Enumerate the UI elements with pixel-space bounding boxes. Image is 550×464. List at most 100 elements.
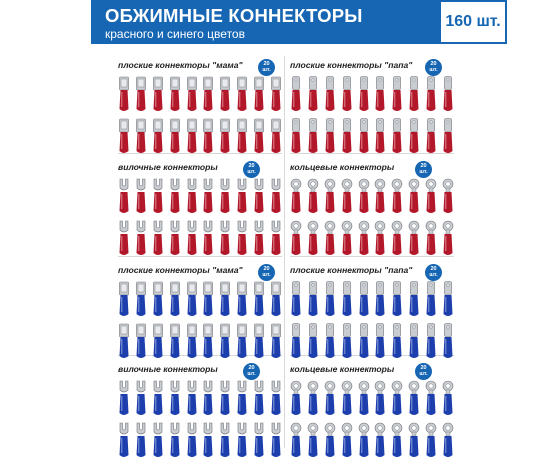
- fork-connector-red: [236, 178, 248, 215]
- ring-connector-red: [408, 178, 420, 215]
- row-divider: [118, 153, 282, 154]
- ring-connector-blue: [324, 422, 336, 459]
- ring-connector-blue: [341, 422, 353, 459]
- fork-connector-red: [270, 220, 282, 257]
- connector-grid: [118, 281, 282, 365]
- fork-connector-red: [186, 178, 198, 215]
- male-connector-blue: [307, 323, 319, 360]
- fork-connector-blue: [236, 422, 248, 459]
- male-connector-blue: [307, 281, 319, 318]
- male-connector-red: [341, 76, 353, 113]
- female-connector-blue: [253, 281, 265, 318]
- male-connector-blue: [324, 323, 336, 360]
- ring-connector-red: [358, 178, 370, 215]
- quantity-badge: 20 шт.: [243, 161, 260, 178]
- fork-connector-blue: [186, 422, 198, 459]
- fork-connector-red: [270, 178, 282, 215]
- fork-connector-blue: [219, 380, 231, 417]
- female-connector-blue: [202, 323, 214, 360]
- ring-connector-blue: [425, 422, 437, 459]
- fork-connector-blue: [135, 422, 147, 459]
- fork-connector-red: [135, 220, 147, 257]
- male-connector-blue: [341, 281, 353, 318]
- fork-connector-blue: [253, 380, 265, 417]
- female-connector-blue: [219, 323, 231, 360]
- female-connector-blue: [118, 323, 130, 360]
- panel-title: плоские коннекторы "папа": [290, 60, 413, 70]
- panel-red-ring: кольцевые коннекторы 20 шт.: [290, 160, 454, 255]
- female-connector-red: [169, 118, 181, 155]
- female-connector-red: [118, 118, 130, 155]
- ring-connector-red: [374, 220, 386, 257]
- fork-connector-red: [202, 178, 214, 215]
- female-connector-red: [152, 76, 164, 113]
- fork-connector-blue: [135, 380, 147, 417]
- connector-row: [290, 118, 454, 155]
- panel-blue-female: плоские коннекторы "мама" 20 шт.: [118, 263, 282, 358]
- female-connector-blue: [202, 281, 214, 318]
- quantity-badge: 20 шт.: [415, 161, 432, 178]
- male-connector-blue: [324, 281, 336, 318]
- female-connector-red: [152, 118, 164, 155]
- ring-connector-blue: [307, 380, 319, 417]
- connector-row: [290, 323, 454, 360]
- male-connector-red: [391, 118, 403, 155]
- connector-row: [290, 422, 454, 459]
- connector-row: [290, 76, 454, 113]
- female-connector-red: [186, 118, 198, 155]
- connector-row: [118, 380, 282, 417]
- male-connector-red: [442, 76, 454, 113]
- male-connector-red: [374, 118, 386, 155]
- ring-connector-red: [425, 178, 437, 215]
- quantity-badge: 20 шт.: [425, 59, 442, 76]
- ring-connector-blue: [442, 422, 454, 459]
- fork-connector-blue: [202, 422, 214, 459]
- ring-connector-blue: [425, 380, 437, 417]
- ring-connector-red: [391, 220, 403, 257]
- female-connector-blue: [152, 281, 164, 318]
- column-divider: [284, 56, 285, 448]
- quantity-badge: 20 шт.: [258, 59, 275, 76]
- female-connector-blue: [186, 323, 198, 360]
- panel-title: кольцевые коннекторы: [290, 364, 395, 374]
- female-connector-red: [236, 118, 248, 155]
- ring-connector-red: [442, 178, 454, 215]
- connector-row: [118, 323, 282, 360]
- connector-row: [118, 220, 282, 257]
- male-connector-red: [442, 118, 454, 155]
- ring-connector-red: [425, 220, 437, 257]
- fork-connector-red: [219, 220, 231, 257]
- ring-connector-blue: [408, 422, 420, 459]
- male-connector-red: [391, 76, 403, 113]
- fork-connector-blue: [169, 380, 181, 417]
- female-connector-blue: [270, 281, 282, 318]
- female-connector-red: [135, 118, 147, 155]
- male-connector-blue: [425, 281, 437, 318]
- ring-connector-blue: [358, 422, 370, 459]
- ring-connector-red: [408, 220, 420, 257]
- fork-connector-blue: [219, 422, 231, 459]
- panel-red-female: плоские коннекторы "мама" 20 шт.: [118, 58, 282, 153]
- connector-grid: [290, 178, 454, 262]
- male-connector-blue: [341, 323, 353, 360]
- male-connector-red: [358, 76, 370, 113]
- male-connector-blue: [408, 323, 420, 360]
- fork-connector-red: [186, 220, 198, 257]
- male-connector-blue: [358, 323, 370, 360]
- ring-connector-red: [341, 220, 353, 257]
- fork-connector-red: [202, 220, 214, 257]
- male-connector-blue: [391, 323, 403, 360]
- ring-connector-blue: [391, 422, 403, 459]
- female-connector-red: [253, 118, 265, 155]
- ring-connector-blue: [290, 422, 302, 459]
- male-connector-red: [408, 76, 420, 113]
- ring-connector-blue: [408, 380, 420, 417]
- female-connector-red: [135, 76, 147, 113]
- connector-row: [118, 422, 282, 459]
- connector-grid: [290, 281, 454, 365]
- male-connector-blue: [408, 281, 420, 318]
- panel-red-fork: вилочные коннекторы 20 шт.: [118, 160, 282, 255]
- ring-connector-red: [374, 178, 386, 215]
- male-connector-red: [358, 118, 370, 155]
- ring-connector-red: [307, 220, 319, 257]
